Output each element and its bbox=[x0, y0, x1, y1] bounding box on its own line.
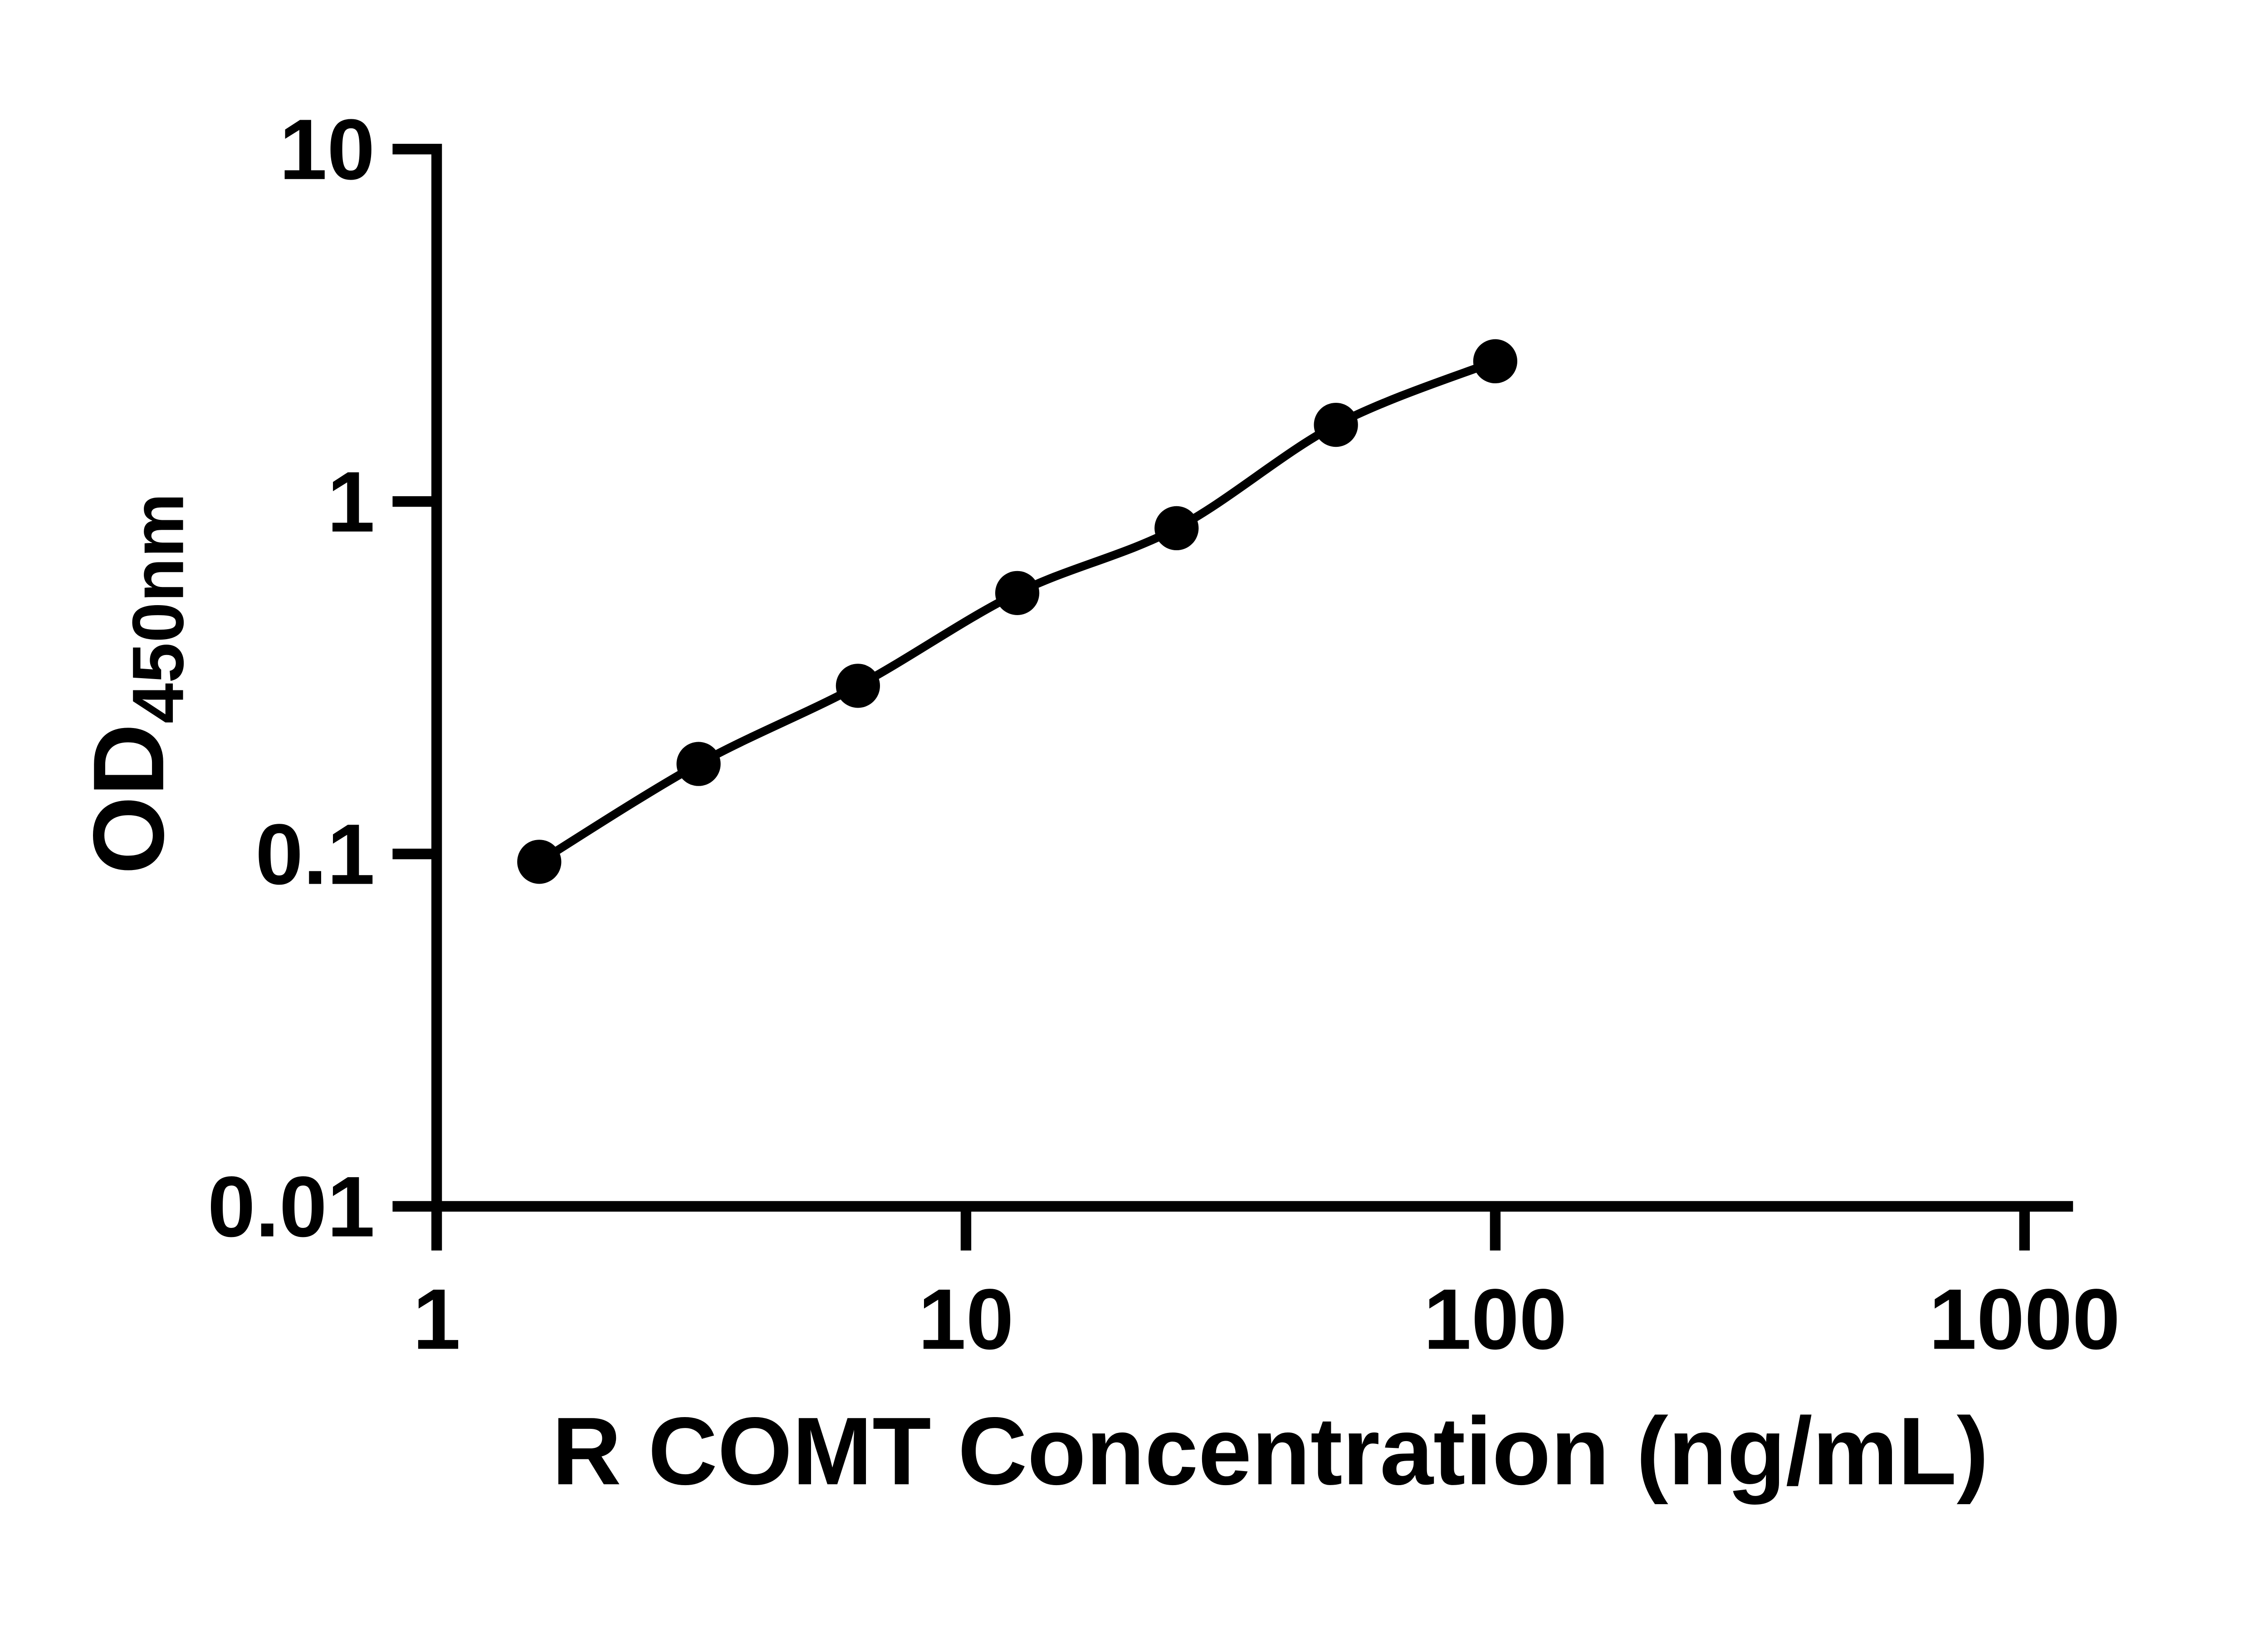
data-point bbox=[1154, 506, 1199, 551]
data-point bbox=[1473, 339, 1518, 384]
y-tick-label: 0.1 bbox=[255, 807, 375, 903]
x-tick-label: 1 bbox=[413, 1271, 460, 1368]
data-point bbox=[1314, 402, 1358, 447]
x-tick-label: 10 bbox=[918, 1271, 1014, 1368]
y-axis-label: OD450nm bbox=[72, 493, 199, 875]
data-point bbox=[995, 571, 1040, 615]
x-axis-label: R COMT Concentration (ng/mL) bbox=[552, 1397, 1989, 1505]
y-tick-label: 10 bbox=[279, 102, 375, 198]
elisa-standard-curve-chart: 1 10 100 1000 10 1 0.1 0.01 R COMT Concentratio… bbox=[72, 101, 2121, 1505]
axes-layer: 1 10 100 1000 10 1 0.1 0.01 bbox=[207, 102, 2120, 1368]
y-tick-label: 0.01 bbox=[207, 1159, 375, 1255]
x-tick-label: 100 bbox=[1423, 1271, 1567, 1368]
data-point bbox=[517, 840, 562, 884]
chart-canvas: 1 10 100 1000 10 1 0.1 0.01 R COMT Concentratio… bbox=[72, 101, 2121, 1505]
x-tick-label: 1000 bbox=[1929, 1271, 2120, 1368]
y-tick-label: 1 bbox=[327, 454, 375, 550]
y-axis-label-subscript: 450nm bbox=[117, 493, 199, 724]
data-point bbox=[676, 742, 721, 786]
data-point bbox=[836, 664, 880, 708]
marker-layer bbox=[517, 339, 1518, 884]
y-axis-label-main: OD bbox=[72, 724, 185, 875]
